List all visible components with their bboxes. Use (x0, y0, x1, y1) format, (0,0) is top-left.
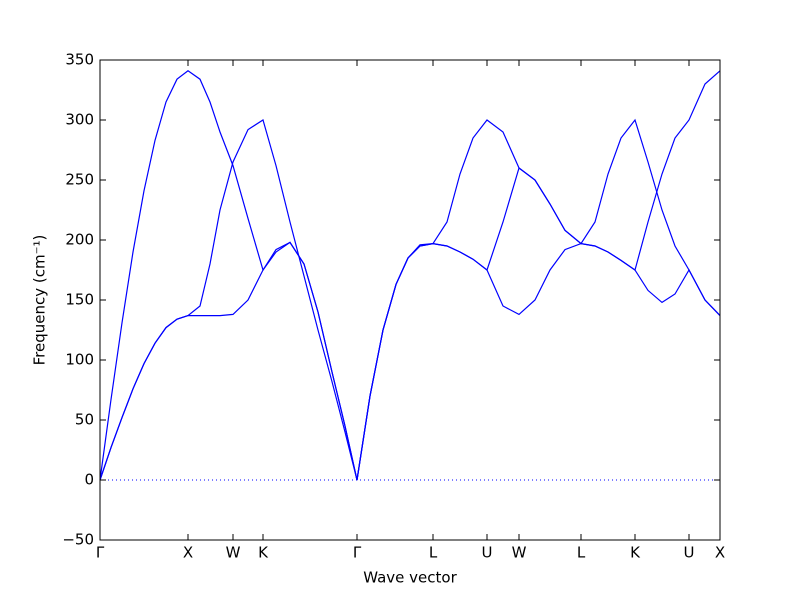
x-tick-label: X (183, 544, 193, 562)
x-tick-label: L (429, 544, 438, 562)
x-tick-label: Γ (353, 544, 362, 562)
x-tick-label: Γ (96, 544, 105, 562)
y-tick-label: 250 (65, 171, 94, 189)
x-tick-label: K (258, 544, 269, 562)
x-tick-label: X (715, 544, 725, 562)
y-tick-label: 150 (65, 291, 94, 309)
y-tick-label: 100 (65, 351, 94, 369)
x-tick-label: U (482, 544, 493, 562)
y-tick-label: 200 (65, 231, 94, 249)
x-tick-label: U (684, 544, 695, 562)
plot-frame (99, 59, 721, 541)
x-tick-label: L (577, 544, 586, 562)
band-line (99, 241, 721, 481)
y-axis-label: Frequency (cm⁻¹) (31, 235, 49, 366)
x-tick-label: K (630, 544, 641, 562)
x-tick-label: W (226, 544, 241, 562)
y-tick-label: −50 (62, 531, 94, 549)
y-tick-label: 350 (65, 51, 94, 69)
band-line (99, 118, 721, 481)
y-tick-label: 50 (75, 411, 94, 429)
band-line (99, 70, 721, 481)
x-tick-label: W (512, 544, 527, 562)
y-tick-label: 0 (84, 471, 94, 489)
y-tick-label: 300 (65, 111, 94, 129)
x-axis-label: Wave vector (363, 569, 457, 587)
